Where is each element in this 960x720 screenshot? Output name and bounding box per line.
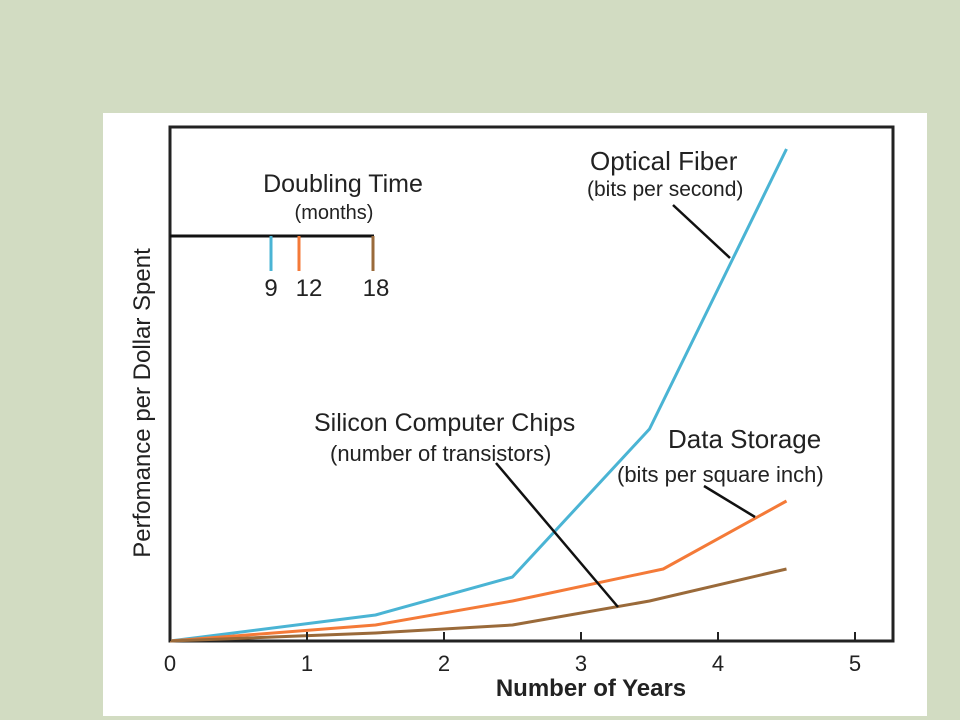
x-tick-label-1: 1 <box>301 651 313 676</box>
doubling-time-label-18: 18 <box>363 275 390 302</box>
sublabel-data-storage: (bits per square inch) <box>617 462 824 487</box>
x-tick-label-4: 4 <box>712 651 724 676</box>
leader-optical-fiber <box>672 204 731 259</box>
x-tick-label-0: 0 <box>164 651 176 676</box>
label-optical-fiber: Optical Fiber <box>590 146 738 176</box>
doubling-time-label-12: 12 <box>296 275 323 302</box>
x-axis-title: Number of Years <box>496 675 686 702</box>
plot-frame <box>168 125 895 643</box>
x-tick-label-5: 5 <box>849 651 861 676</box>
leader-silicon-chips <box>495 462 619 608</box>
y-axis-title: Perfomance per Dollar Spent <box>129 248 156 558</box>
leader-data-storage <box>703 484 756 519</box>
doubling-time-title: Doubling Time <box>263 170 423 198</box>
label-data-storage: Data Storage <box>668 424 821 454</box>
series-line-data-storage <box>169 499 788 643</box>
series-line-optical-fiber <box>169 148 788 643</box>
doubling-time-subtitle: (months) <box>295 202 374 224</box>
sublabel-optical-fiber: (bits per second) <box>587 178 743 201</box>
x-axis-ticks: 0 1 2 3 4 5 <box>164 632 861 676</box>
x-tick-label-2: 2 <box>438 651 450 676</box>
sublabel-silicon-chips: (number of transistors) <box>330 441 551 466</box>
label-silicon-chips: Silicon Computer Chips <box>314 409 575 437</box>
doubling-time-label-9: 9 <box>264 275 277 302</box>
x-tick-label-3: 3 <box>575 651 587 676</box>
